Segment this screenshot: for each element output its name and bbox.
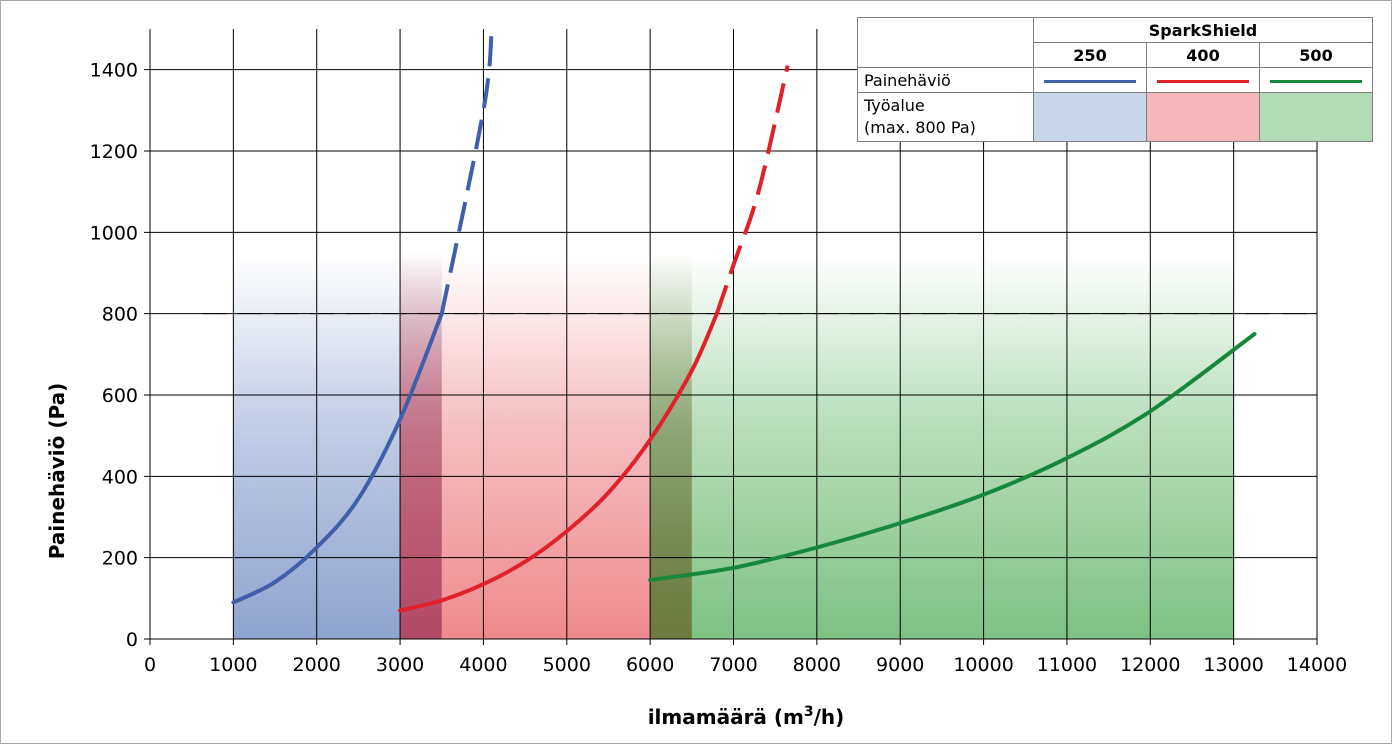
x-tick-11000: 11000	[1037, 654, 1097, 676]
legend-area-400	[1146, 92, 1260, 142]
legend-area-250	[1033, 92, 1147, 142]
legend-line-400	[1146, 67, 1260, 93]
legend-size-250: 250	[1033, 42, 1147, 68]
legend-size-500: 500	[1259, 42, 1373, 68]
legend-line-swatch-400	[1157, 79, 1249, 83]
x-tick-4000: 4000	[459, 654, 507, 676]
x-axis-title-base: ilmamäärä (m	[648, 705, 804, 729]
legend-table: SparkShield 250 400 500 Painehäviö Työal…	[857, 17, 1373, 142]
x-tick-6000: 6000	[626, 654, 674, 676]
x-tick-13000: 13000	[1203, 654, 1263, 676]
x-tick-10000: 10000	[953, 654, 1013, 676]
legend-line-swatch-500	[1270, 79, 1362, 83]
x-tick-7000: 7000	[709, 654, 757, 676]
legend-row-area-line1: Työalue	[864, 96, 925, 115]
y-tick-1000: 1000	[90, 222, 138, 244]
legend-row-loss: Painehäviö	[857, 67, 1034, 93]
work-areas	[233, 252, 1234, 639]
y-tick-200: 200	[102, 548, 138, 570]
x-tick-8000: 8000	[793, 654, 841, 676]
x-tick-1000: 1000	[209, 654, 257, 676]
y-tick-labels: 0 200 400 600 800 1000 1200 1400	[90, 60, 138, 651]
legend-row-area-line2: (max. 800 Pa)	[864, 118, 976, 137]
legend-brand: SparkShield	[1033, 17, 1373, 43]
curve-400-dashed	[714, 65, 790, 315]
curve-500-solid	[648, 332, 1257, 583]
work-area-500	[650, 252, 1234, 639]
curve-250-dashed	[439, 28, 494, 315]
x-tick-2000: 2000	[293, 654, 341, 676]
y-tick-0: 0	[126, 629, 138, 651]
x-tick-5000: 5000	[543, 654, 591, 676]
x-axis-title-tail: /h)	[814, 705, 845, 729]
x-tick-0: 0	[144, 654, 156, 676]
grid	[144, 29, 1318, 645]
x-tick-12000: 12000	[1120, 654, 1180, 676]
legend-row-area: Työalue (max. 800 Pa)	[857, 92, 1034, 142]
x-axis-title-sup: 3	[804, 704, 814, 720]
x-tick-labels: 0 1000 2000 3000 4000 5000 6000 7000 8000 9000 100…	[144, 654, 1347, 676]
legend-corner	[857, 17, 1034, 68]
y-tick-600: 600	[102, 385, 138, 407]
legend-area-500	[1259, 92, 1373, 142]
legend-line-500	[1259, 67, 1373, 93]
legend-line-swatch-250	[1044, 79, 1136, 83]
legend-line-250	[1033, 67, 1147, 93]
x-tick-9000: 9000	[876, 654, 924, 676]
x-axis-title: ilmamäärä (m3/h)	[648, 704, 845, 729]
y-tick-800: 800	[102, 304, 138, 326]
x-tick-14000: 14000	[1287, 654, 1347, 676]
curve-250-solid	[231, 311, 444, 605]
y-tick-1200: 1200	[90, 141, 138, 163]
y-tick-400: 400	[102, 466, 138, 488]
legend-size-400: 400	[1146, 42, 1260, 68]
work-area-overlap-0	[400, 252, 442, 639]
y-axis-title: Painehäviö (Pa)	[45, 383, 69, 560]
x-tick-3000: 3000	[376, 654, 424, 676]
curves	[231, 28, 1257, 613]
y-tick-1400: 1400	[90, 60, 138, 82]
curve-400-solid	[398, 311, 719, 613]
